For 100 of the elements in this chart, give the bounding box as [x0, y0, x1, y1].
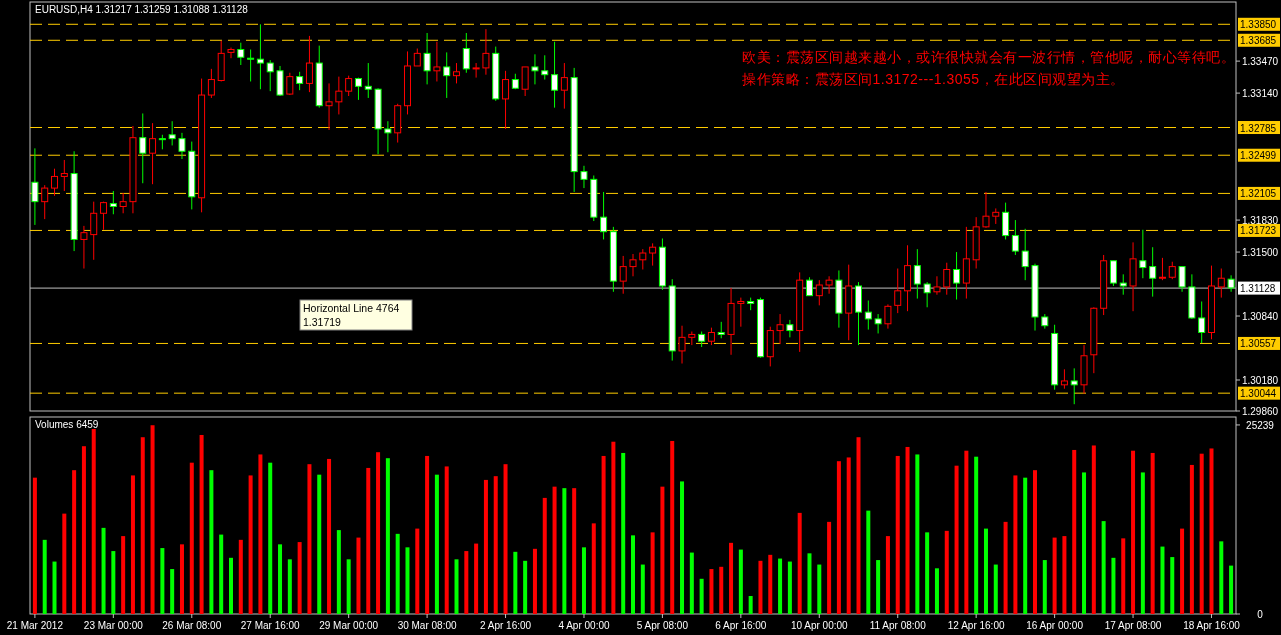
candlestick: [109, 190, 117, 215]
chart-title: Volumes 6459: [35, 419, 99, 430]
bar: [209, 470, 214, 614]
bar: [503, 464, 508, 614]
y-tick-label: 1.33140: [1241, 88, 1279, 100]
bar: [1150, 452, 1155, 614]
candlestick: [874, 313, 882, 334]
annotation: 操作策略：震荡区间1.3172---1.3055，在此区间观望为主。: [742, 71, 1125, 87]
candlestick: [1198, 300, 1206, 344]
bar: [238, 539, 243, 614]
bar: [1170, 557, 1175, 614]
ref-line-label: 1.33685: [1240, 35, 1277, 47]
candlestick: [90, 201, 98, 261]
bar: [611, 441, 616, 614]
candlestick: [384, 120, 392, 153]
candlestick: [345, 75, 353, 97]
bar: [513, 551, 518, 614]
candlestick: [560, 62, 568, 110]
candlestick: [913, 248, 921, 300]
bar: [189, 462, 194, 614]
candlestick: [933, 275, 941, 296]
bar: [356, 537, 361, 614]
bar: [631, 535, 635, 614]
candlestick: [1002, 202, 1010, 240]
bar: [689, 552, 694, 614]
bar: [248, 475, 253, 614]
candlestick: [256, 23, 264, 90]
bar: [885, 536, 890, 614]
bar: [91, 428, 96, 614]
candlestick: [41, 184, 49, 220]
x-tick-label: 23 Mar 00:00: [83, 620, 144, 631]
x-tick-label: 11 Apr 08:00: [869, 620, 927, 631]
candlestick: [884, 303, 892, 330]
candlestick: [580, 165, 588, 189]
candlestick: [207, 68, 215, 99]
ref-line-label: 1.32105: [1240, 188, 1277, 200]
candlestick: [305, 35, 313, 93]
bar: [1033, 470, 1037, 614]
bar: [1219, 541, 1224, 614]
candlestick: [1021, 228, 1029, 281]
bar: [150, 425, 155, 614]
bar: [974, 456, 979, 614]
bar: [1199, 453, 1204, 614]
bar: [807, 553, 812, 614]
bar: [1140, 472, 1145, 614]
y-tick-label: 1.29860: [1241, 406, 1279, 417]
chart-title: EURUSD,H4 1.31217 1.31259 1.31088 1.31128: [35, 4, 249, 15]
bar: [81, 446, 86, 614]
bar: [72, 470, 77, 614]
bar: [1052, 537, 1057, 614]
bar: [964, 450, 969, 614]
bar: [130, 475, 135, 614]
candlestick: [982, 191, 990, 229]
candlestick: [237, 42, 245, 66]
bar: [297, 542, 302, 614]
bar: [307, 464, 312, 614]
bar: [287, 559, 292, 614]
bar: [729, 542, 734, 614]
bar: [1189, 464, 1194, 614]
candlestick: [1139, 229, 1147, 279]
bar: [474, 543, 479, 614]
x-tick-label: 21 Mar 2012: [6, 620, 64, 631]
bar: [836, 461, 841, 614]
bar: [827, 521, 832, 614]
candlestick: [443, 51, 451, 99]
annotation: Horizontal Line 4764 1.31719: [303, 302, 400, 328]
x-tick-label: 6 Apr 16:00: [715, 620, 767, 631]
x-tick-label: 5 Apr 08:00: [636, 620, 689, 631]
bar: [278, 544, 283, 614]
bar: [954, 465, 959, 614]
bar: [542, 497, 547, 614]
bar: [405, 547, 410, 614]
bar: [680, 481, 685, 614]
bar: [327, 458, 332, 614]
bar: [199, 434, 204, 614]
bar: [1180, 528, 1185, 614]
candlestick: [325, 82, 333, 131]
candlestick: [423, 32, 431, 85]
candlestick: [60, 159, 68, 192]
candlestick: [1011, 219, 1019, 256]
candlestick: [433, 41, 441, 82]
candlestick: [953, 251, 961, 301]
bar: [925, 532, 930, 614]
x-tick-label: 17 Apr 08:00: [1104, 620, 1162, 631]
bar: [454, 559, 459, 614]
bar: [934, 568, 939, 614]
candlestick: [815, 279, 823, 306]
candlestick: [266, 59, 274, 92]
bar: [32, 477, 37, 614]
bar: [768, 554, 773, 614]
bar: [160, 548, 165, 614]
candlestick: [51, 168, 59, 197]
candlestick: [600, 191, 608, 240]
bar: [660, 486, 665, 614]
candlestick: [619, 255, 627, 295]
bar: [758, 560, 763, 614]
bar: [425, 455, 430, 614]
candlestick: [923, 281, 931, 308]
y-tick-label: 1.31500: [1241, 247, 1279, 259]
bar: [993, 564, 998, 614]
